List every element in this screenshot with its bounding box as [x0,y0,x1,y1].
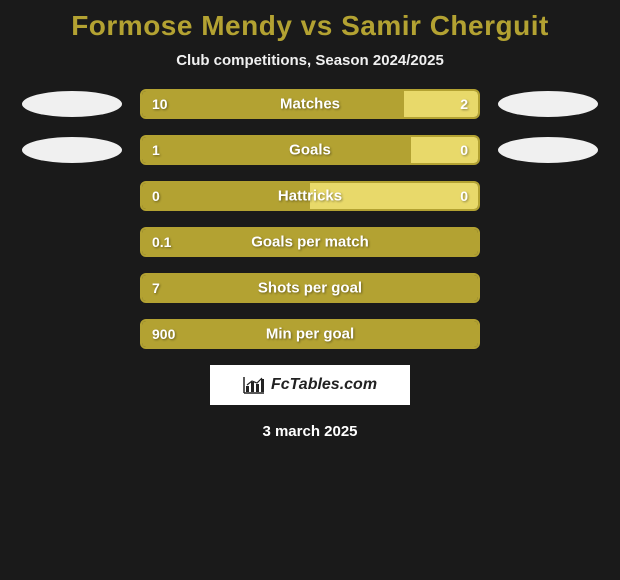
stat-value-left: 10 [152,96,168,112]
stat-value-left: 0 [152,188,160,204]
stat-row: Matches 10 2 [0,89,620,119]
bar-left-segment [142,137,411,163]
stat-bar: Matches 10 2 [140,89,480,119]
stat-row: Min per goal 900 [0,319,620,349]
page-subtitle: Club competitions, Season 2024/2025 [0,52,620,69]
stat-bar: Shots per goal 7 [140,273,480,303]
stat-value-left: 7 [152,280,160,296]
stat-value-right: 0 [460,142,468,158]
stat-row: Shots per goal 7 [0,273,620,303]
stat-label: Hattricks [278,188,342,205]
stat-label: Goals [289,142,331,159]
stat-label: Shots per goal [258,280,362,297]
stat-value-right: 2 [460,96,468,112]
stat-row: Hattricks 0 0 [0,181,620,211]
page-title: Formose Mendy vs Samir Cherguit [0,0,620,42]
player-right-oval [498,137,598,163]
stat-label: Min per goal [266,326,354,343]
stat-value-left: 900 [152,326,175,342]
stats-area: Matches102Goals10Hattricks00Goals per ma… [0,89,620,349]
date-text: 3 march 2025 [0,423,620,440]
stat-bar: Min per goal 900 [140,319,480,349]
stat-row: Goals per match 0.1 [0,227,620,257]
stat-value-right: 0 [460,188,468,204]
stat-bar: Goals per match 0.1 [140,227,480,257]
logo-box: FcTables.com [210,365,410,405]
stat-bar: Hattricks 0 0 [140,181,480,211]
player-right-oval [498,91,598,117]
player-left-oval [22,91,122,117]
stat-value-left: 0.1 [152,234,171,250]
player-left-oval [22,137,122,163]
stat-bar: Goals 1 0 [140,135,480,165]
bar-chart-icon [243,376,265,394]
stat-label: Goals per match [251,234,369,251]
logo-text: FcTables.com [271,376,377,394]
stat-label: Matches [280,96,340,113]
stat-row: Goals 1 0 [0,135,620,165]
bar-left-segment [142,91,404,117]
stat-value-left: 1 [152,142,160,158]
